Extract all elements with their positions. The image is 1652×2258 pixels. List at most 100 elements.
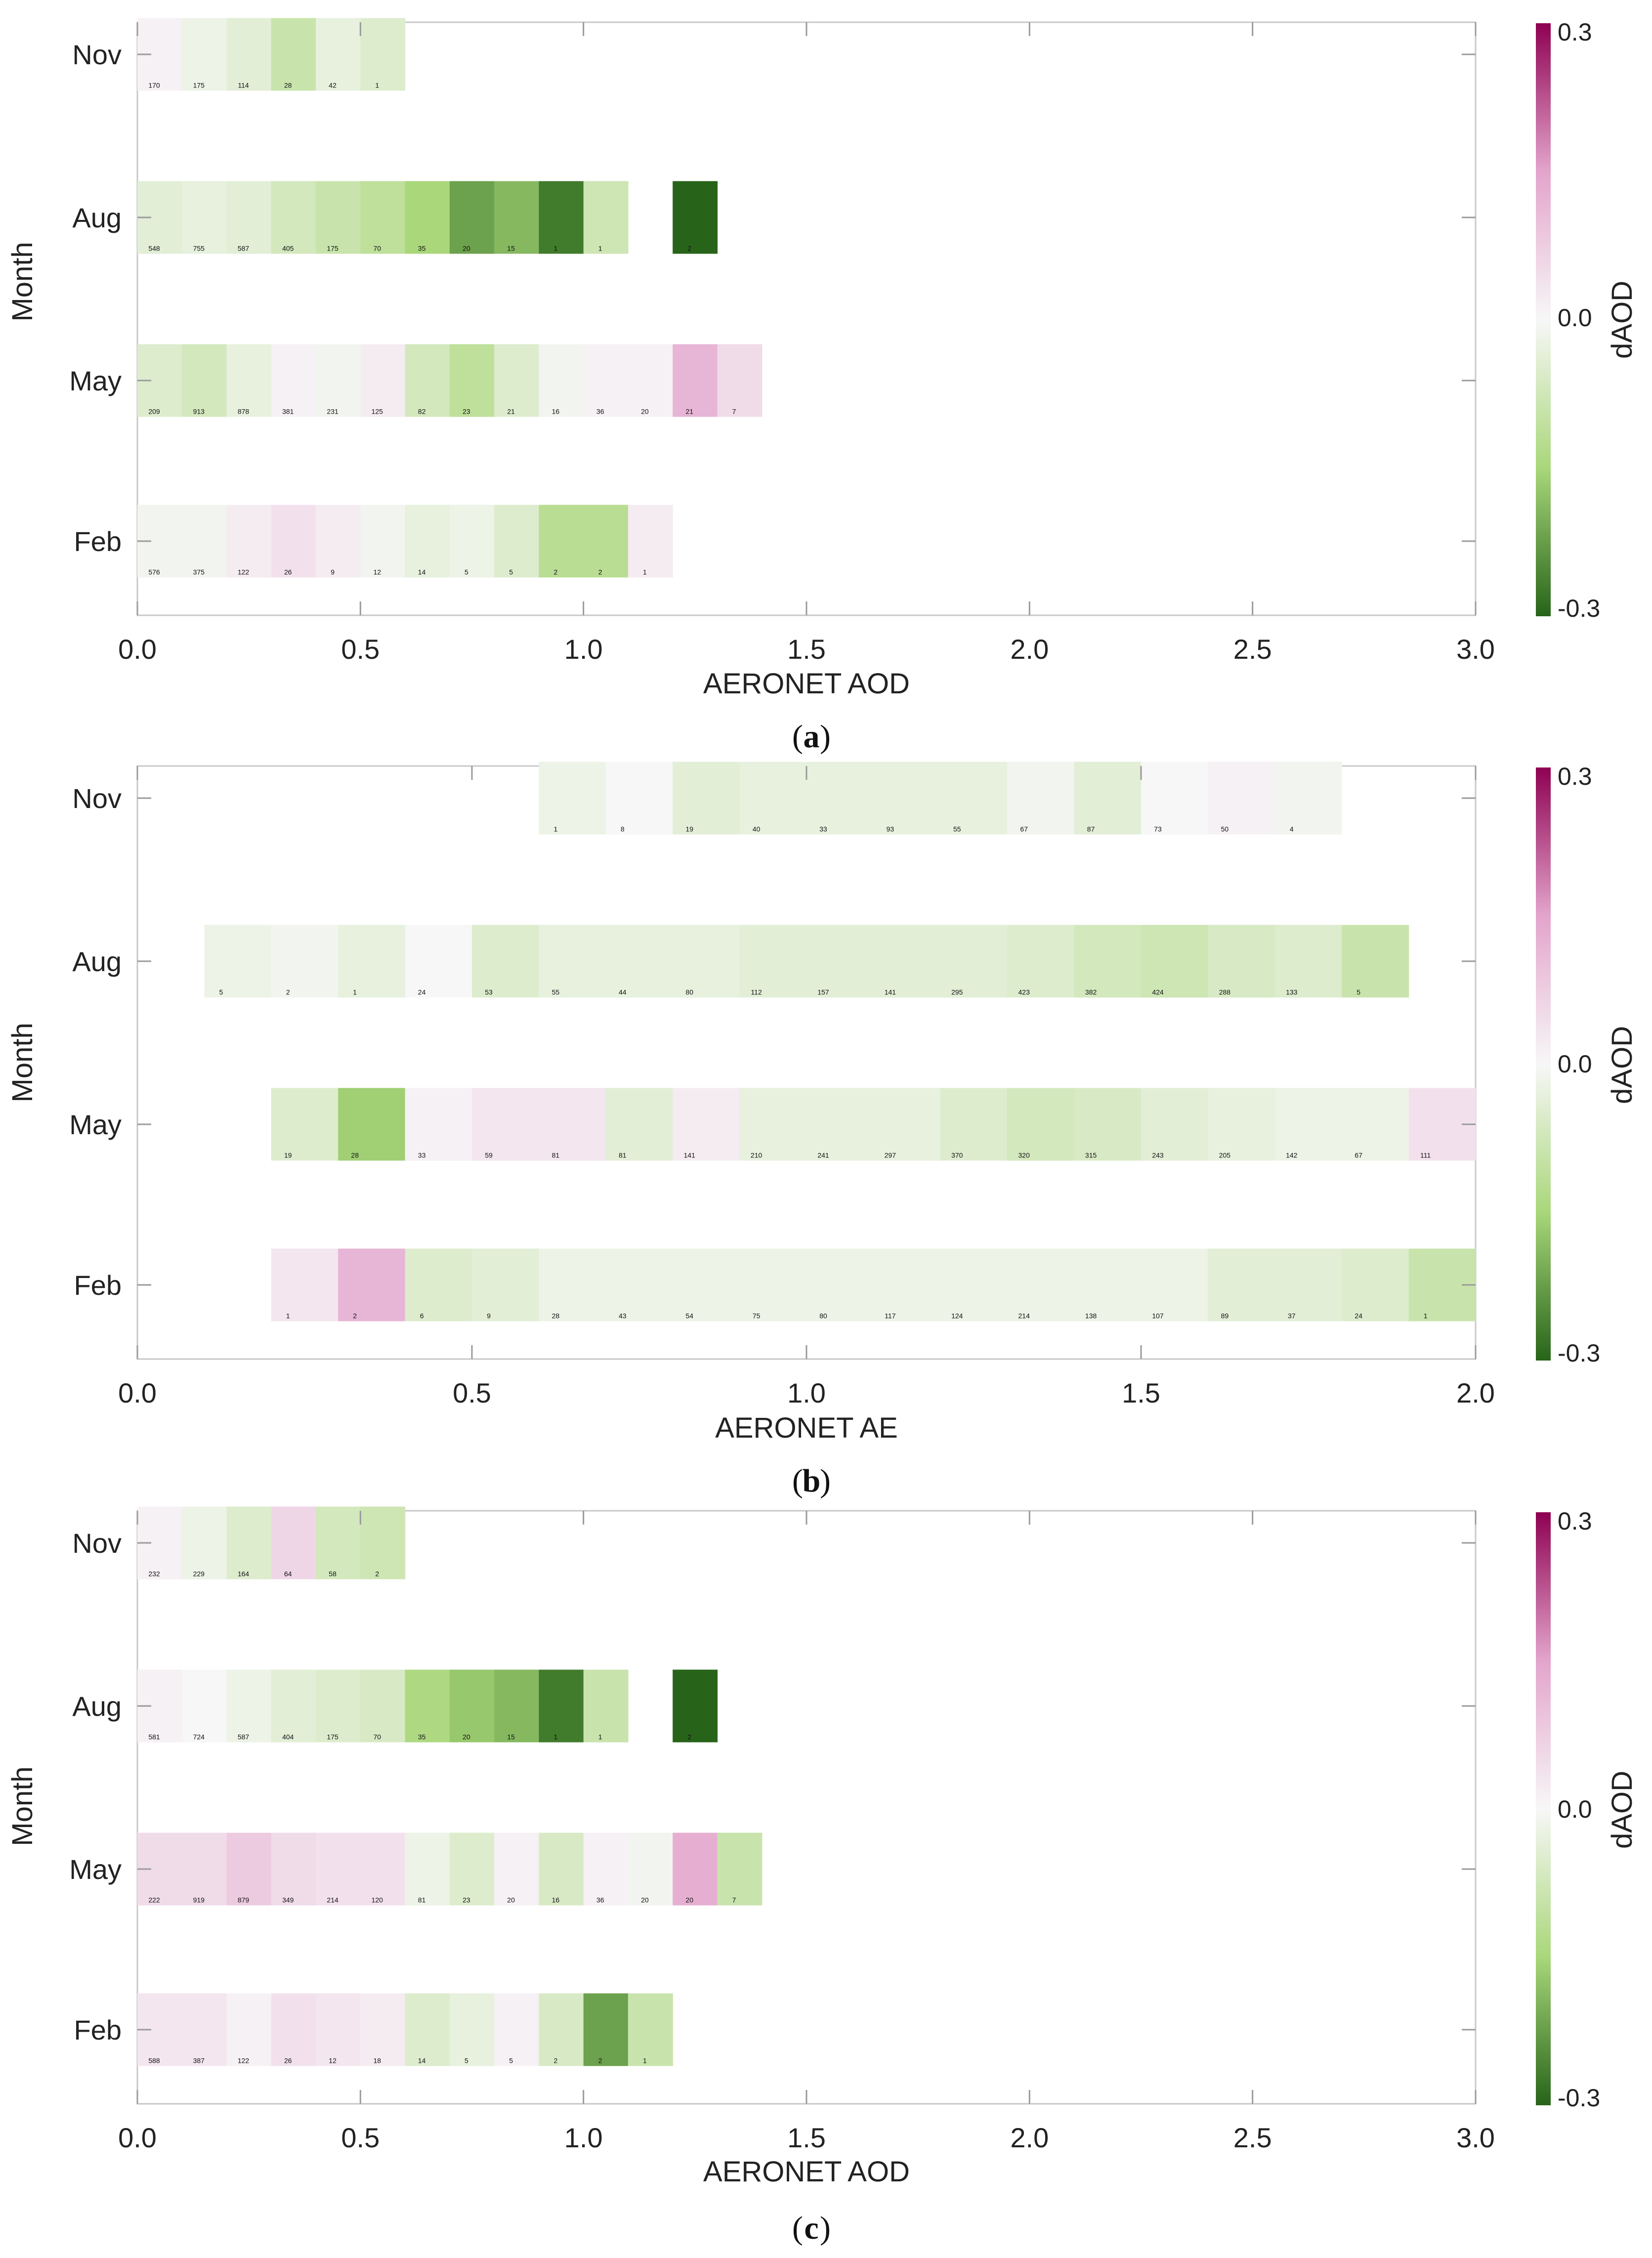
cell-count-label: 370 <box>951 1151 963 1159</box>
heatmap-cell <box>226 181 272 254</box>
cell-count-label: 59 <box>485 1151 493 1159</box>
colorbar: 0.3 0.0 -0.3 dAOD <box>1536 1507 1638 2112</box>
cell-count-label: 50 <box>1221 825 1229 833</box>
heatmap-cell <box>226 1506 272 1579</box>
cell-count-label: 175 <box>193 82 205 89</box>
cell-count-label: 1 <box>353 988 357 996</box>
cell-count-label: 5 <box>465 568 468 576</box>
x-tick-label: 2.5 <box>1233 2122 1272 2153</box>
colorbar: 0.3 0.0 -0.3 dAOD <box>1536 763 1638 1367</box>
cell-count-label: 82 <box>418 408 426 416</box>
heatmap-cell <box>873 1088 941 1161</box>
heatmap-cell <box>673 925 740 998</box>
heatmap-cell <box>472 1088 539 1161</box>
cell-count-label: 232 <box>148 1570 160 1578</box>
heatmap-cell <box>806 762 874 835</box>
colorbar-tick-min: -0.3 <box>1558 1339 1600 1367</box>
cell-count-label: 548 <box>148 245 160 253</box>
cell-count-label: 122 <box>238 2057 250 2065</box>
heatmap-cell <box>605 762 673 835</box>
heatmap-cell <box>271 1669 316 1743</box>
colorbar-gradient <box>1536 23 1551 616</box>
heatmap-cell <box>226 1993 272 2066</box>
y-tick-label: Aug <box>72 202 122 233</box>
panel-label: ( a ) <box>792 719 831 755</box>
cell-count-label: 67 <box>1020 825 1028 833</box>
heatmap-cell <box>583 505 629 578</box>
heatmap-cell <box>271 344 316 417</box>
heatmap-cell <box>806 1248 874 1321</box>
cell-count-label: 4 <box>1290 825 1294 833</box>
svg-text:(: ( <box>792 1463 803 1499</box>
heatmap-cell <box>583 1993 629 2066</box>
panel-letter: a <box>804 719 820 755</box>
cell-count-label: 405 <box>282 245 294 253</box>
heatmap-cell <box>182 344 227 417</box>
cell-count-label: 879 <box>238 1896 250 1904</box>
heatmap-cell <box>360 1506 406 1579</box>
heatmap-cell <box>940 925 1008 998</box>
heatmap-cell <box>338 925 406 998</box>
cell-count-label: 214 <box>327 1896 339 1904</box>
cell-count-label: 114 <box>238 82 249 89</box>
cell-count-label: 89 <box>1221 1312 1229 1320</box>
heatmap-cell <box>1342 1248 1409 1321</box>
heatmap-cell <box>316 344 361 417</box>
heatmap-cell <box>873 1248 941 1321</box>
heatmap-cell <box>673 1832 718 1906</box>
cell-count-label: 241 <box>817 1151 829 1159</box>
heatmap-cell <box>316 18 361 91</box>
heatmap-cell <box>583 181 629 254</box>
cell-count-label: 2 <box>687 245 691 253</box>
cell-count-label: 913 <box>193 408 205 416</box>
heatmap-cell <box>271 1506 316 1579</box>
heatmap-cell <box>717 1832 762 1906</box>
cell-count-label: 222 <box>148 1896 160 1904</box>
heatmap-cell <box>1007 1248 1075 1321</box>
heatmap-cell <box>1074 925 1142 998</box>
y-tick-label: Aug <box>72 1691 122 1722</box>
cell-count-label: 58 <box>329 1570 337 1578</box>
svg-text:(: ( <box>792 719 803 755</box>
cell-count-label: 5 <box>465 2057 468 2065</box>
heatmap-cell <box>204 925 272 998</box>
cell-count-label: 210 <box>751 1151 762 1159</box>
heatmap-cell <box>316 1669 361 1743</box>
cell-count-label: 55 <box>552 988 560 996</box>
colorbar-gradient <box>1536 1512 1551 2105</box>
y-axis-title: Month <box>6 242 39 321</box>
cell-count-label: 2 <box>598 568 602 576</box>
cell-count-label: 2 <box>353 1312 357 1320</box>
cell-count-label: 2 <box>687 1733 691 1741</box>
heatmap-cell <box>539 762 606 835</box>
cell-count-label: 6 <box>420 1312 424 1320</box>
cell-count-label: 14 <box>418 2057 426 2065</box>
y-axis-title: Month <box>6 1766 39 1846</box>
cell-count-label: 20 <box>463 245 470 253</box>
cell-count-label: 297 <box>885 1151 896 1159</box>
heatmap-cell <box>405 344 450 417</box>
cell-count-label: 36 <box>596 1896 604 1904</box>
heatmap-cell <box>449 1993 495 2066</box>
heatmap-cell <box>360 1669 406 1743</box>
cell-count-label: 125 <box>372 408 383 416</box>
y-tick-label: Feb <box>74 1270 122 1301</box>
heatmap-cell <box>1074 1248 1142 1321</box>
heatmap-cell <box>1274 1248 1342 1321</box>
heatmap-cell <box>673 344 718 417</box>
x-tick-label: 1.0 <box>564 2122 603 2153</box>
heatmap-cell <box>1208 1248 1275 1321</box>
y-axis: Nov Aug May Feb <box>69 39 1476 557</box>
heatmap-cell <box>182 1832 227 1906</box>
heatmap-cell <box>539 505 584 578</box>
cell-count-label: 7 <box>732 408 736 416</box>
cell-count-label: 382 <box>1085 988 1097 996</box>
heatmap-cell <box>449 344 495 417</box>
heatmap-cell <box>494 505 539 578</box>
cell-count-label: 20 <box>641 1896 649 1904</box>
heatmap-cell <box>405 1248 472 1321</box>
cell-count-label: 75 <box>753 1312 761 1320</box>
cell-count-label: 423 <box>1018 988 1030 996</box>
cell-count-label: 576 <box>148 568 160 576</box>
